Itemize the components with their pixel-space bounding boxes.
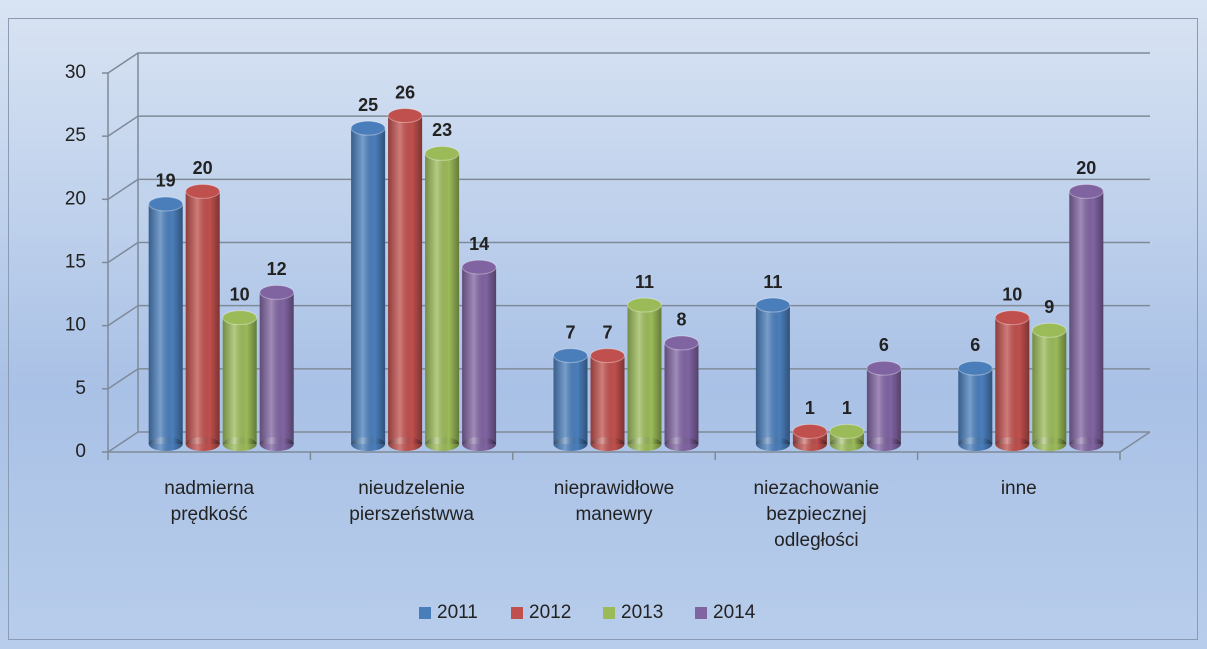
x-tick-label: nieprawidłowe manewry — [553, 478, 675, 525]
bar-top — [792, 423, 828, 439]
value-label: 20 — [1076, 158, 1096, 178]
y-tick-label: 10 — [65, 315, 86, 336]
bar-top — [222, 310, 258, 326]
value-label: 23 — [432, 120, 452, 140]
value-label: 10 — [1002, 284, 1022, 304]
grid-line — [107, 52, 1150, 74]
bar-top — [829, 423, 865, 439]
bar-top — [627, 297, 662, 313]
legend-swatch — [603, 607, 615, 619]
bar-top — [866, 360, 902, 376]
y-tick-label: 0 — [75, 441, 86, 462]
value-label: 20 — [193, 158, 213, 178]
value-label: 10 — [230, 284, 250, 304]
bar-top — [590, 348, 625, 364]
y-tick-label: 30 — [65, 62, 86, 83]
value-label: 6 — [970, 335, 980, 355]
bar-shade — [755, 305, 790, 444]
bar-shade — [351, 128, 386, 444]
grid-line — [107, 115, 1150, 137]
bar-shade — [1032, 330, 1067, 444]
x-tick-label: niezachowanie bezpiecznej odległości — [753, 478, 880, 551]
bar-top — [994, 310, 1030, 326]
bar-shade — [222, 317, 257, 444]
legend-label: 2013 — [621, 602, 663, 623]
value-label: 19 — [156, 171, 176, 191]
legend-swatch — [511, 607, 523, 619]
value-label: 14 — [469, 234, 489, 254]
legend-swatch — [419, 607, 431, 619]
x-tick-label: nieudzelenie pierszeństwwa — [349, 478, 474, 525]
bar-top — [259, 284, 295, 300]
bar-top — [1068, 183, 1104, 199]
legend-label: 2011 — [437, 602, 478, 623]
bar-top — [350, 120, 386, 136]
y-tick-label: 15 — [65, 252, 86, 273]
bar-shade — [995, 317, 1030, 444]
legend-label: 2014 — [713, 602, 756, 623]
legend-label: 2012 — [529, 602, 571, 623]
grid-line — [107, 178, 1150, 200]
value-label: 11 — [635, 272, 654, 292]
value-label: 26 — [395, 82, 415, 102]
x-tick-label: inne — [1000, 478, 1037, 499]
bar-top — [424, 145, 460, 161]
y-tick-label: 25 — [65, 125, 86, 146]
bar-shade — [866, 368, 901, 444]
bar-shade — [425, 153, 460, 444]
y-tick-label: 5 — [75, 378, 86, 399]
value-label: 25 — [358, 95, 378, 115]
value-label: 1 — [842, 398, 852, 418]
bar-shade — [259, 292, 294, 444]
value-label: 8 — [676, 310, 686, 330]
value-label: 6 — [879, 335, 889, 355]
value-label: 7 — [602, 322, 612, 342]
bar-top — [148, 196, 184, 212]
bar-shade — [958, 368, 993, 444]
bar-top — [755, 297, 791, 313]
bar-top — [461, 259, 497, 275]
bar-shade — [462, 267, 497, 444]
x-tick-label: nadmierna prędkość — [164, 478, 255, 525]
bar-top — [957, 360, 993, 376]
bar-top — [664, 335, 699, 351]
bar-top — [185, 183, 221, 199]
bar-top — [1031, 322, 1067, 338]
bar-shade — [388, 115, 423, 445]
grid-line — [107, 304, 1150, 327]
bar-shade — [185, 191, 220, 444]
chart-border — [8, 18, 1198, 640]
value-label: 1 — [805, 398, 815, 418]
bar-shade — [553, 355, 588, 444]
bar-shade — [1069, 191, 1104, 444]
grid-line — [107, 368, 1150, 390]
value-label: 9 — [1044, 297, 1054, 317]
bar-top — [553, 348, 588, 364]
value-label: 7 — [565, 322, 575, 342]
legend-swatch — [695, 607, 707, 619]
bar-shade — [664, 342, 699, 444]
bar-shade — [627, 305, 662, 444]
bar-shade — [590, 355, 625, 444]
bar-top — [387, 108, 423, 124]
bar-shade — [148, 203, 183, 444]
value-label: 12 — [267, 259, 287, 279]
value-label: 11 — [763, 272, 782, 292]
grid-line — [107, 241, 1150, 264]
y-tick-label: 20 — [65, 188, 86, 209]
